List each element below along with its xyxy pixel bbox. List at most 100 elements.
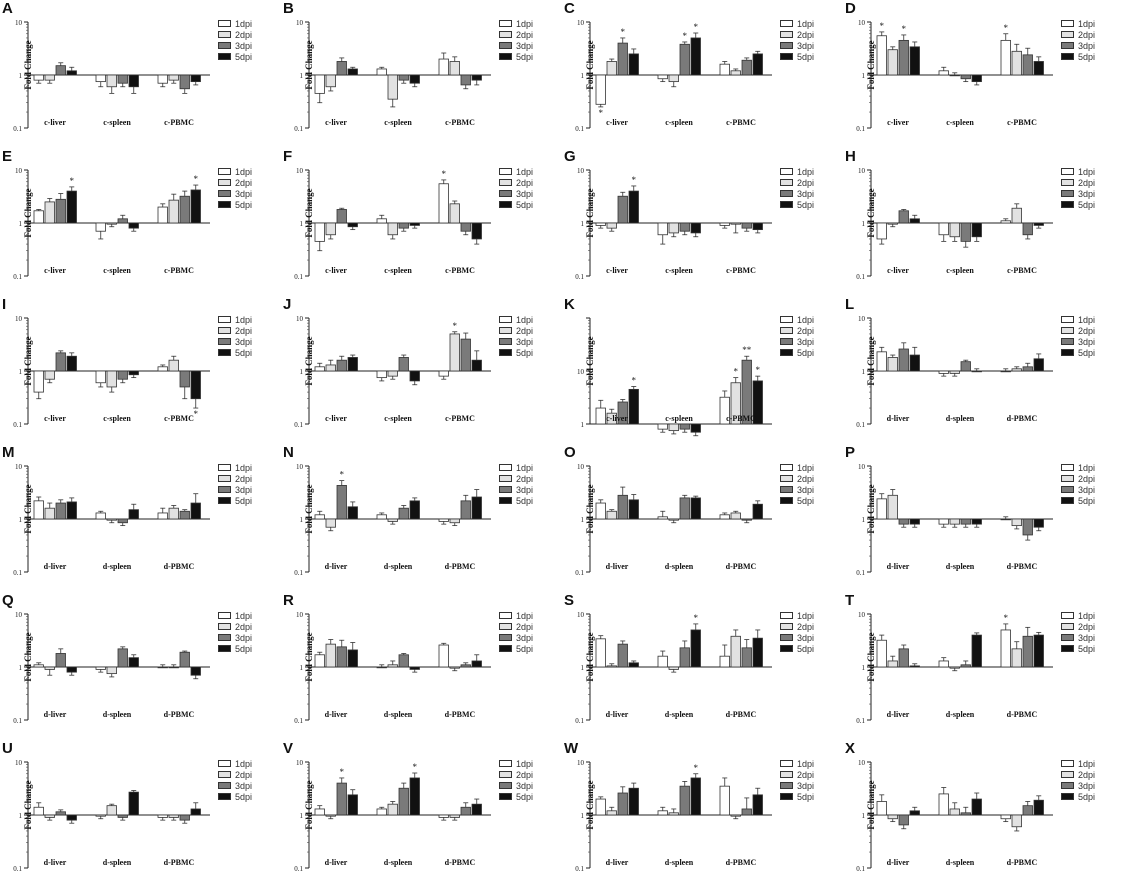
- bar-3dpi-d-PBMC: [179, 651, 190, 668]
- legend-item: 5dpi: [780, 199, 840, 210]
- legend-swatch: [218, 316, 231, 323]
- bar-2dpi-c-spleen: [949, 74, 960, 77]
- x-category-label: d-liver: [44, 858, 67, 867]
- x-category-label: c-PBMC: [445, 266, 475, 275]
- panel-label: T: [845, 592, 855, 609]
- x-category-label: d-PBMC: [445, 858, 476, 867]
- legend-swatch: [1061, 338, 1074, 345]
- legend-item: 1dpi: [499, 462, 559, 473]
- bar-1dpi-c-PBMC: [157, 74, 168, 84]
- bar-2dpi-d-liver: [325, 518, 336, 528]
- legend-swatch: [218, 168, 231, 175]
- bar-1dpi-c-liver: [595, 74, 606, 105]
- legend: 1dpi 2dpi 3dpi 5dpi: [780, 18, 840, 62]
- legend-item: 5dpi: [499, 643, 559, 654]
- bar-1dpi-c-PBMC: [1000, 220, 1011, 224]
- bar-1dpi-d-liver: [33, 500, 44, 520]
- bar-3dpi-c-PBMC: [741, 59, 752, 76]
- legend-label: 1dpi: [797, 314, 815, 325]
- bar-2dpi-d-PBMC: [1011, 814, 1022, 828]
- significance-mark: *: [413, 762, 418, 772]
- legend: 1dpi 2dpi 3dpi 5dpi: [1061, 610, 1121, 654]
- panel-o: O Fold Change 0.1 1 10 d-liver d-spleen d-PBMC 1…: [562, 444, 843, 592]
- bar-2dpi-c-PBMC: [1011, 50, 1022, 76]
- legend-item: 1dpi: [1061, 18, 1121, 29]
- legend-swatch: [218, 338, 231, 345]
- bar-5dpi-c-spleen: [690, 423, 701, 433]
- legend-item: 2dpi: [499, 769, 559, 780]
- bar-2dpi-d-spleen: [668, 666, 679, 670]
- bar-3dpi-d-PBMC: [741, 808, 752, 816]
- bar-2dpi-d-liver: [887, 494, 898, 520]
- legend-swatch: [1061, 31, 1074, 38]
- legend-item: 1dpi: [499, 314, 559, 325]
- legend-label: 1dpi: [797, 758, 815, 769]
- bar-2dpi-d-PBMC: [168, 507, 179, 520]
- y-tick-label: 10: [15, 759, 23, 767]
- bar-5dpi-c-spleen: [128, 370, 139, 376]
- legend-swatch: [499, 623, 512, 630]
- bar-1dpi-d-spleen: [938, 793, 949, 816]
- legend-label: 1dpi: [797, 462, 815, 473]
- legend-swatch: [1061, 612, 1074, 619]
- legend-swatch: [218, 327, 231, 334]
- bar-5dpi-d-spleen: [690, 629, 701, 668]
- x-category-label: c-spleen: [103, 414, 131, 423]
- bar-1dpi-c-liver: [314, 366, 325, 372]
- x-category-label: d-PBMC: [445, 562, 476, 571]
- legend-label: 3dpi: [516, 188, 534, 199]
- bar-chart: 0.1 1 10 d-liver * d-spleen d-PBMC: [575, 759, 772, 873]
- x-category-label: c-PBMC: [726, 266, 756, 275]
- bar-5dpi-d-PBMC: [1033, 634, 1044, 668]
- legend-item: 3dpi: [218, 780, 278, 791]
- x-category-label: c-liver: [606, 414, 628, 423]
- bar-2dpi-c-PBMC: [168, 359, 179, 372]
- y-tick-label: 0.1: [13, 273, 22, 281]
- legend-item: 3dpi: [499, 484, 559, 495]
- bar-1dpi-c-PBMC: [438, 370, 449, 377]
- legend-label: 5dpi: [1078, 347, 1096, 358]
- x-category-label: d-spleen: [103, 562, 132, 571]
- bar-5dpi-c-PBMC: [471, 222, 482, 240]
- legend-label: 5dpi: [797, 643, 815, 654]
- x-category-label: c-spleen: [665, 118, 693, 127]
- bar-1dpi-d-spleen: [657, 810, 668, 816]
- significance-mark: *: [194, 174, 199, 184]
- legend-swatch: [1061, 771, 1074, 778]
- legend-item: 2dpi: [218, 29, 278, 40]
- bar-3dpi-d-liver: [55, 653, 66, 668]
- legend-item: 2dpi: [1061, 177, 1121, 188]
- x-category-label: d-PBMC: [726, 858, 757, 867]
- legend: 1dpi 2dpi 3dpi 5dpi: [1061, 166, 1121, 210]
- legend-swatch: [780, 201, 793, 208]
- bar-3dpi-d-spleen: [398, 654, 409, 668]
- bar-3dpi-c-liver: [55, 352, 66, 372]
- bar-2dpi-c-liver: [606, 61, 617, 76]
- bar-2dpi-d-liver: [325, 643, 336, 668]
- legend-label: 3dpi: [235, 632, 253, 643]
- legend-swatch: [218, 190, 231, 197]
- x-category-label: c-liver: [325, 118, 347, 127]
- bar-1dpi-c-spleen: [376, 218, 387, 224]
- bar-5dpi-c-PBMC: [190, 189, 201, 224]
- bar-5dpi-d-spleen: [971, 634, 982, 668]
- legend: 1dpi 2dpi 3dpi 5dpi: [780, 166, 840, 210]
- legend-label: 1dpi: [235, 610, 253, 621]
- x-category-label: c-liver: [325, 414, 347, 423]
- bar-1dpi-c-liver: [595, 222, 606, 226]
- bar-2dpi-d-liver: [606, 665, 617, 668]
- bar-1dpi-d-liver: [33, 664, 44, 668]
- y-tick-label: 10: [858, 19, 866, 27]
- x-category-label: d-spleen: [384, 710, 413, 719]
- bar-2dpi-c-spleen: [668, 74, 679, 83]
- legend-swatch: [499, 168, 512, 175]
- panel-label: Q: [2, 592, 14, 609]
- bar-2dpi-d-spleen: [387, 803, 398, 816]
- y-tick-label: 10: [296, 611, 304, 619]
- panel-v: V Fold Change 0.1 1 10 * d-liver * d-spleen d-PBM…: [281, 740, 562, 888]
- legend-label: 1dpi: [1078, 758, 1096, 769]
- bar-3dpi-c-spleen: [679, 222, 690, 232]
- x-category-label: d-liver: [887, 858, 910, 867]
- bar-1dpi-d-spleen: [938, 518, 949, 525]
- legend-item: 5dpi: [499, 199, 559, 210]
